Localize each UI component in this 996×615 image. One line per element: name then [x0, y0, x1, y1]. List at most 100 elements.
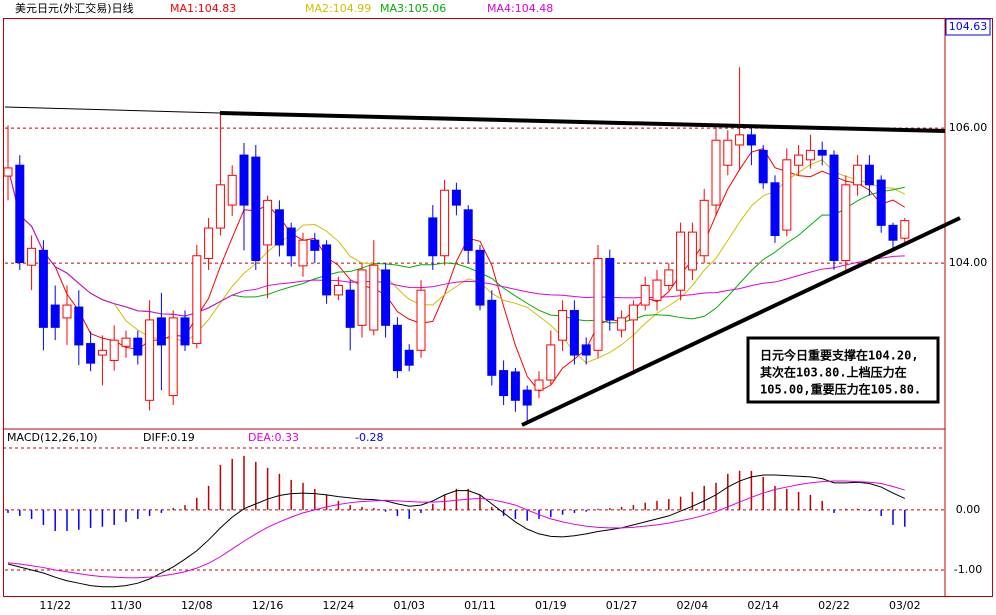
y-tick-label: -1.00: [954, 563, 982, 576]
candle-body: [558, 309, 568, 341]
candle-body: [664, 269, 674, 286]
x-tick-label: 12/16: [252, 599, 284, 612]
x-tick-label: 12/24: [323, 599, 355, 612]
candle-body: [428, 217, 438, 257]
ma-label: MA3:105.06: [380, 2, 446, 15]
macd-line: [7, 474, 906, 588]
resistance-line: [219, 111, 946, 133]
candle-body: [652, 279, 662, 301]
candle-body: [617, 317, 627, 331]
candle-body: [593, 257, 603, 351]
annotation: 日元今日重要支撑在104.20,: [760, 348, 919, 363]
x-tick-label: 11/30: [110, 599, 142, 612]
candle-body: [782, 159, 792, 231]
candle-body: [121, 337, 131, 347]
candle-body: [168, 317, 178, 397]
ma-label: MA4:104.48: [487, 2, 553, 15]
candle-body: [251, 156, 261, 261]
x-tick-label: 01/11: [464, 599, 496, 612]
candle-body: [900, 220, 910, 239]
candle-body: [876, 179, 886, 226]
candle-body: [50, 304, 60, 328]
y-tick-label: 104.00: [949, 256, 988, 269]
candle-body: [770, 182, 780, 236]
candle-body: [475, 249, 485, 306]
candle-body: [534, 379, 544, 391]
y-tick-label: 0.00: [956, 503, 981, 516]
candle-body: [192, 255, 202, 345]
x-tick-label: 02/22: [818, 599, 850, 612]
candle-body: [369, 264, 379, 331]
candle-body: [510, 371, 520, 401]
candle-body: [581, 344, 591, 356]
plot: [3, 67, 945, 588]
ma-label: MA1:104.83: [170, 2, 236, 15]
candle-body: [345, 289, 355, 328]
candle-body: [546, 344, 556, 381]
candle-body: [333, 284, 343, 296]
macd-label: -0.28: [355, 431, 383, 444]
last-price-box: [945, 18, 991, 36]
annotation: 105.00,重要压力在105.80.: [760, 382, 921, 397]
candle-body: [451, 189, 461, 206]
candle-body: [15, 164, 25, 264]
candle-body: [109, 339, 119, 361]
candle-body: [522, 389, 532, 406]
x-tick-label: 12/08: [181, 599, 213, 612]
candle-body: [841, 184, 851, 261]
candle-body: [723, 139, 733, 166]
candle-body: [499, 370, 509, 397]
candle-body: [735, 134, 745, 146]
support-line: [521, 216, 961, 427]
candle-body: [758, 149, 768, 184]
macd-label: DIFF:0.19: [143, 431, 195, 444]
candle-body: [357, 269, 367, 326]
x-tick-label: 01/27: [606, 599, 638, 612]
candle-body: [605, 257, 615, 321]
candle-body: [322, 244, 332, 296]
candle-body: [133, 337, 143, 356]
candle-body: [263, 199, 273, 246]
candle-body: [829, 154, 839, 261]
candle-body: [888, 224, 898, 241]
candle-body: [487, 299, 497, 376]
candle-body: [3, 167, 13, 177]
candle-body: [676, 231, 686, 291]
candle-body: [204, 227, 214, 259]
candle-body: [853, 164, 863, 186]
x-tick-label: 11/22: [39, 599, 71, 612]
candle-body: [628, 304, 638, 321]
x-tick-label: 01/19: [535, 599, 567, 612]
candle-body: [180, 317, 190, 346]
macd-line: [7, 480, 905, 579]
x-tick-label: 03/02: [889, 599, 921, 612]
ma-line: [7, 167, 905, 317]
x-tick-label: 02/04: [677, 599, 709, 612]
candle-body: [463, 209, 473, 251]
candle-body: [97, 349, 107, 356]
candle-body: [227, 174, 237, 206]
candle-body: [794, 154, 804, 166]
candle-body: [569, 309, 579, 356]
candle-body: [711, 139, 721, 206]
candle-body: [404, 349, 414, 366]
chart-title: 美元日元(外汇交易)日线: [15, 1, 134, 15]
x-tick-label: 02/14: [747, 599, 779, 612]
candle-body: [145, 319, 155, 401]
candle-body: [298, 239, 308, 267]
candle-body: [381, 269, 391, 326]
frame: [3, 18, 993, 597]
candle-body: [286, 227, 296, 257]
annotation-box: [746, 336, 940, 404]
candle-body: [274, 209, 284, 246]
candle-body: [239, 154, 249, 206]
candle-body: [416, 289, 426, 351]
candle-body: [746, 134, 756, 146]
candle-body: [440, 189, 450, 257]
candle-body: [156, 317, 166, 346]
candle-body: [310, 239, 320, 251]
trend-line: [4, 106, 221, 114]
